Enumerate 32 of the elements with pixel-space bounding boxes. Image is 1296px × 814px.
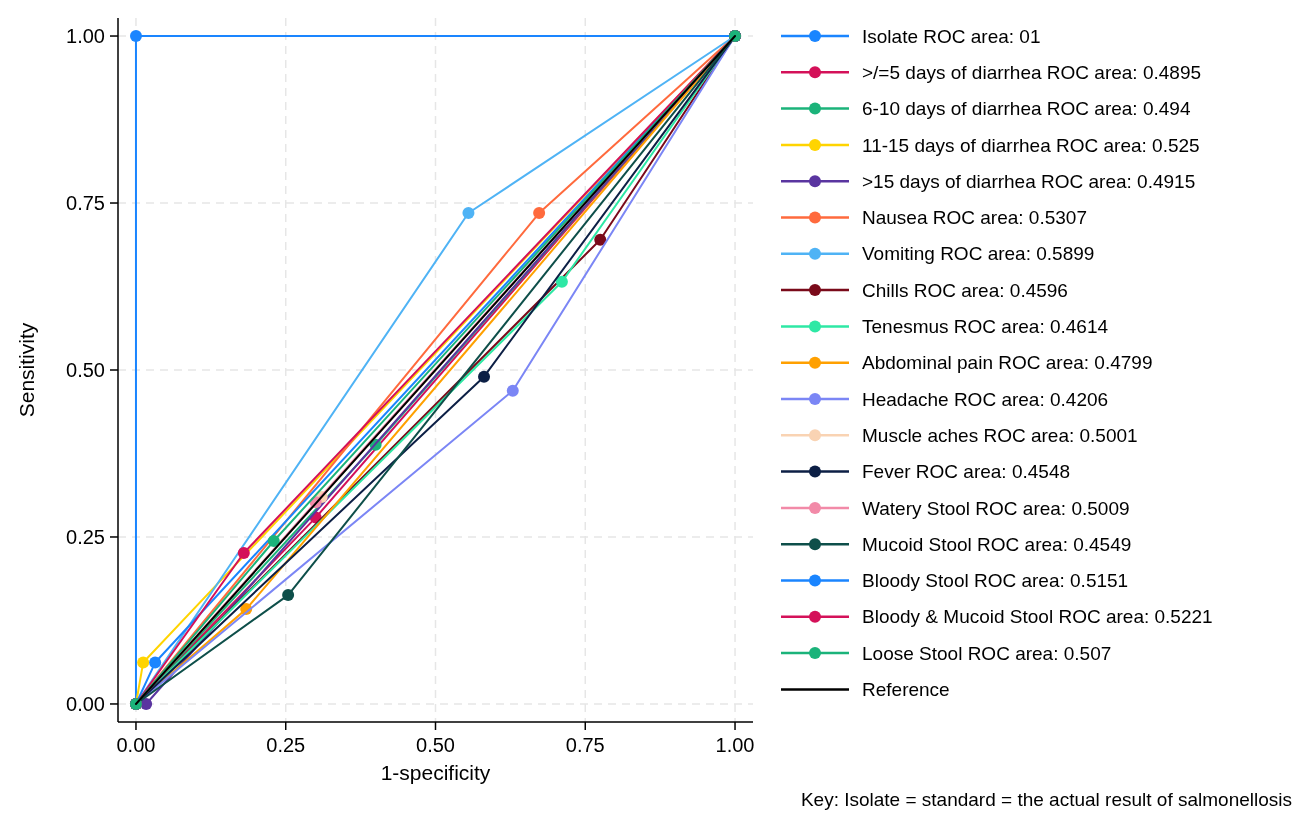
x-tick-label: 0.25 (266, 734, 306, 756)
legend-label: Watery Stool ROC area: 0.5009 (862, 497, 1130, 519)
x-axis-title: 1-specificity (380, 761, 491, 784)
x-tick-label: 0.00 (116, 734, 156, 756)
legend-label: Abdominal pain ROC area: 0.4799 (862, 352, 1153, 374)
legend-label: Loose Stool ROC area: 0.507 (862, 642, 1112, 664)
y-tick-label: 0.00 (66, 692, 105, 715)
legend-label: Fever ROC area: 0.4548 (862, 461, 1071, 483)
x-tick-label: 0.75 (565, 734, 605, 756)
y-axis-title: Sensitivity (15, 322, 38, 418)
legend-label: Tenesmus ROC area: 0.4614 (862, 316, 1109, 338)
legend-label: Isolate ROC area: 01 (862, 25, 1041, 47)
text: Key: Isolate = standard = the actual result of salmonellosis (800, 789, 1292, 810)
legend-label: >/=5 days of diarrhea ROC area: 0.4895 (862, 61, 1202, 83)
legend-label: Mucoid Stool ROC area: 0.4549 (862, 533, 1132, 555)
x-tick-label: 1.00 (715, 734, 755, 756)
y-tick-label: 1.00 (66, 25, 105, 48)
x-tick-label: 0.50 (416, 734, 455, 756)
legend-label: Vomiting ROC area: 0.5899 (862, 243, 1095, 265)
legend-label: Reference (862, 679, 950, 701)
legend-label: 11-15 days of diarrhea ROC area: 0.525 (862, 134, 1200, 156)
legend-label: Headache ROC area: 0.4206 (862, 388, 1109, 410)
legend-label: Muscle aches ROC area: 0.5001 (862, 424, 1138, 446)
y-tick-label: 0.75 (66, 192, 105, 215)
legend-label: Bloody Stool ROC area: 0.5151 (862, 570, 1129, 592)
legend-label: >15 days of diarrhea ROC area: 0.4915 (862, 170, 1196, 192)
legend-label: Chills ROC area: 0.4596 (862, 279, 1068, 301)
legend-label: Nausea ROC area: 0.5307 (862, 207, 1087, 229)
y-tick-label: 0.50 (66, 359, 105, 381)
legend-label: Bloody & Mucoid Stool ROC area: 0.5221 (862, 606, 1213, 628)
y-tick-label: 0.25 (66, 525, 105, 548)
legend-label: 6-10 days of diarrhea ROC area: 0.494 (862, 98, 1191, 120)
